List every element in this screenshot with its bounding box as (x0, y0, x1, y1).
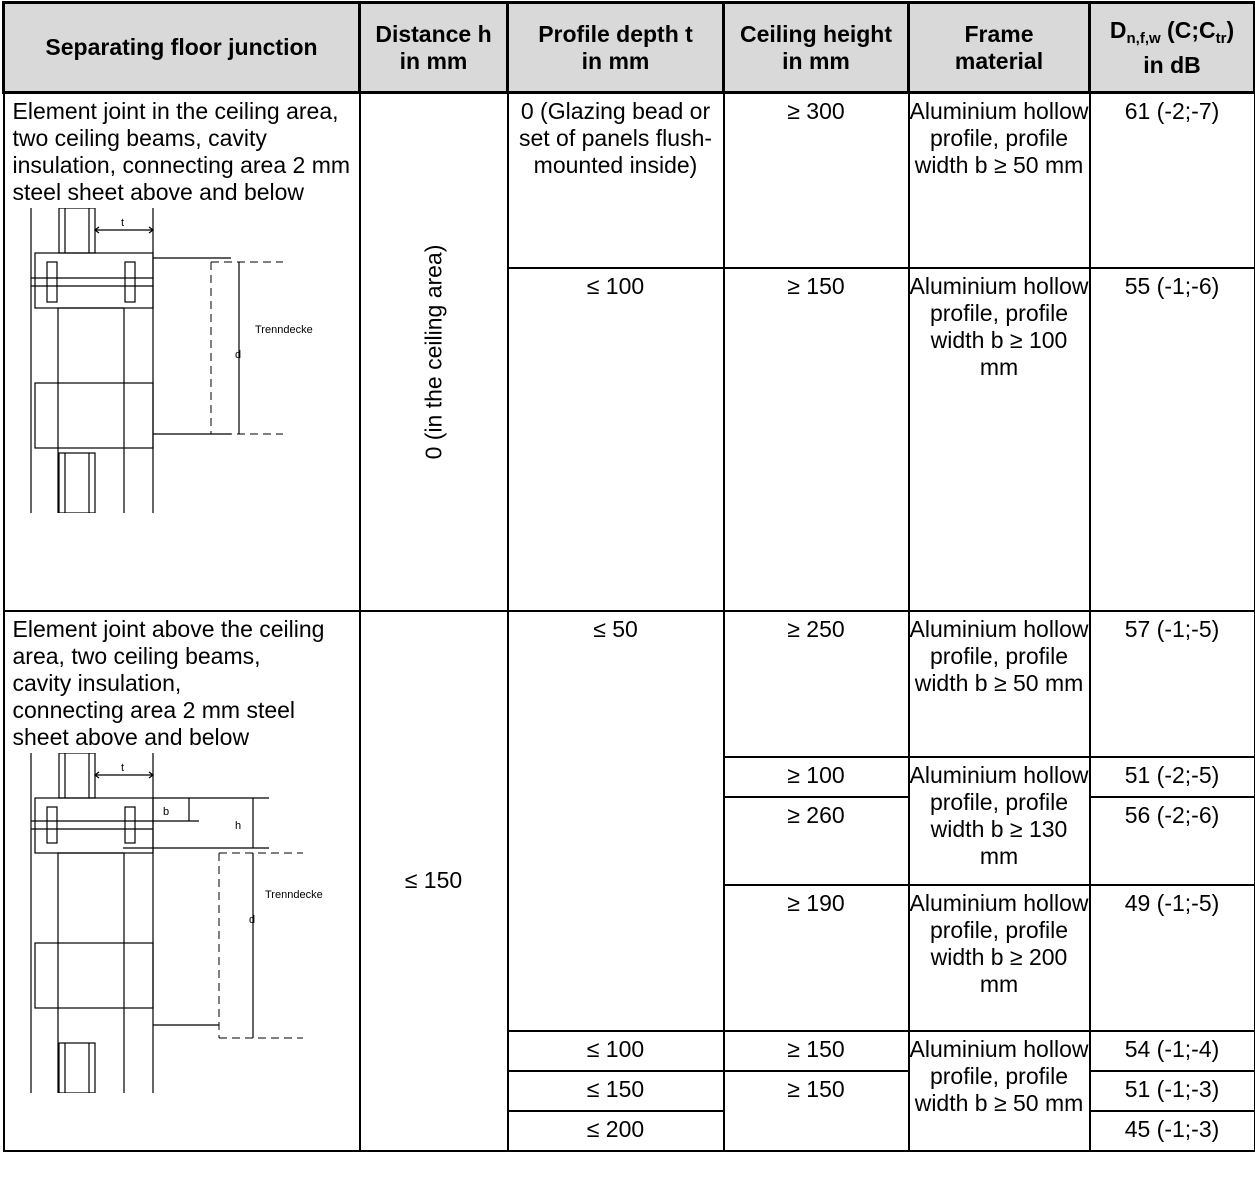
frame-material-cell: Aluminium hollow profile, profile width … (907, 883, 1091, 1032)
drawing-label-b-2: b (163, 806, 169, 818)
distance-value-1: 0 (in the ceiling area) (420, 244, 446, 460)
dnfw-value-cell: 45 (-1;-3) (1088, 1109, 1255, 1152)
floor-junction-table: Separating floor junction Distance h in m… (2, 1, 1255, 1152)
profile-depth-cell: ≤ 150 (506, 1069, 725, 1112)
header-frame-material: Frame material (907, 1, 1091, 94)
frame-material-cell: Aluminium hollow profile, profile width … (907, 266, 1091, 612)
ceiling-height-cell: ≥ 190 (722, 883, 910, 1032)
drawing-label-d-1: d (235, 349, 241, 361)
dnfw-value-cell: 49 (-1;-5) (1088, 883, 1255, 1032)
profile-depth-cell: ≤ 100 (506, 1029, 725, 1072)
profile-depth-cell: ≤ 100 (506, 266, 725, 612)
junction-cell-2: Element joint above the ceiling area, tw… (2, 609, 361, 1152)
header-row: Separating floor junction Distance h in m… (2, 1, 1255, 94)
table-row: ≤ 200 45 (-1;-3) (4, 1109, 1255, 1152)
ceiling-height-cell: ≥ 100 (722, 755, 910, 798)
dnfw-value-cell: 51 (-2;-5) (1088, 755, 1255, 798)
dnfw-value-cell: 61 (-2;-7) (1088, 91, 1255, 269)
profile-depth-cell: ≤ 50 (506, 609, 725, 1032)
ceiling-height-cell: ≥ 150 (722, 1029, 910, 1072)
drawing-label-d-2: d (249, 914, 255, 926)
frame-material-cell: Aluminium hollow profile, profile width … (907, 1029, 1091, 1152)
frame-material-cell: Aluminium hollow profile, profile width … (907, 609, 1091, 758)
drawing-label-floor-2: Trenndecke (265, 889, 323, 901)
drawing-label-floor-1: Trenndecke (255, 324, 313, 336)
header-junction: Separating floor junction (2, 1, 361, 94)
junction-drawing-1: t d Trenndecke (29, 208, 313, 513)
junction-cell-1: Element joint in the ceiling area, two c… (2, 91, 361, 612)
junction-description-1: Element joint in the ceiling area, two c… (12, 98, 351, 205)
ceiling-height-cell: ≥ 250 (722, 609, 910, 758)
junction-drawing-2: t b h d Trenndecke (29, 752, 323, 1093)
header-distance: Distance h in mm (358, 1, 509, 94)
profile-depth-cell: 0 (Glazing bead or set of panels flush-m… (506, 91, 725, 269)
profile-depth-cell: ≤ 200 (506, 1109, 725, 1152)
dnfw-value-cell: 51 (-1;-3) (1088, 1069, 1255, 1112)
drawing-label-t-2: t (121, 762, 124, 774)
drawing-label-h-2: h (235, 820, 241, 832)
table-row: Element joint above the ceiling area, tw… (2, 609, 1255, 1152)
header-profile-depth: Profile depth t in mm (506, 1, 725, 94)
frame-material-cell: Aluminium hollow profile, profile width … (907, 91, 1091, 269)
junction-description-2: Element joint above the ceiling area, tw… (12, 615, 325, 750)
frame-material-cell: Aluminium hollow profile, profile width … (907, 755, 1091, 886)
table-row: ≥ 190 Aluminium hollow profile, profile … (4, 883, 1255, 1032)
table-row: Element joint in the ceiling area, two c… (2, 91, 1255, 612)
header-ceiling-height: Ceiling height in mm (722, 1, 910, 94)
table-row: ≤ 150 ≥ 150 51 (-1;-3) (4, 1069, 1255, 1152)
dnfw-value-cell: 56 (-2;-6) (1088, 795, 1255, 886)
ceiling-height-cell: ≥ 260 (722, 795, 910, 886)
dnfw-value-cell: 57 (-1;-5) (1088, 609, 1255, 758)
table-row: ≥ 260 56 (-2;-6) (4, 795, 1255, 886)
ceiling-height-cell: ≥ 150 (722, 266, 910, 612)
drawing-label-t-1: t (121, 217, 124, 229)
table-row: ≤ 100 ≥ 150 Aluminium hollow profile, pr… (4, 266, 1255, 612)
dnfw-value-cell: 55 (-1;-6) (1088, 266, 1255, 612)
distance-cell-1: 0 (in the ceiling area) (358, 91, 509, 612)
table-row: ≤ 100 ≥ 150 Aluminium hollow profile, pr… (4, 1029, 1255, 1152)
table-row: ≥ 100 Aluminium hollow profile, profile … (4, 755, 1255, 886)
ceiling-height-cell: ≥ 300 (722, 91, 910, 269)
ceiling-height-cell: ≥ 150 (722, 1069, 910, 1152)
header-dnfw: Dn,f,w (C;Ctr) in dB (1088, 1, 1255, 94)
distance-cell-2: ≤ 150 (358, 609, 509, 1152)
dnfw-value-cell: 54 (-1;-4) (1088, 1029, 1255, 1072)
